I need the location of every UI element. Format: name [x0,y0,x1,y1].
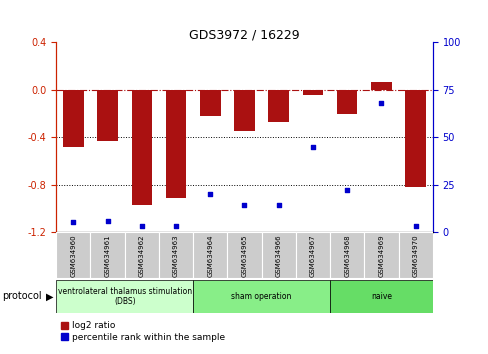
Bar [227,232,261,278]
Point [103,218,111,223]
Point [377,100,385,106]
Point [274,202,282,208]
Text: naive: naive [370,292,391,301]
Text: sham operation: sham operation [231,292,291,301]
Bar [200,90,220,116]
Bar [193,280,329,313]
Bar [329,232,364,278]
Bar [165,90,186,198]
Bar [398,232,432,278]
Point [69,219,77,225]
Legend: log2 ratio, percentile rank within the sample: log2 ratio, percentile rank within the s… [61,321,224,342]
Bar [234,90,254,131]
Bar [370,81,391,90]
Text: GSM634960: GSM634960 [70,234,76,277]
Point [411,223,419,229]
Text: GSM634964: GSM634964 [207,234,213,277]
Bar [295,232,329,278]
Text: GSM634969: GSM634969 [378,234,384,277]
Text: GSM634961: GSM634961 [104,234,110,277]
Bar [261,232,295,278]
Text: GSM634962: GSM634962 [139,234,144,277]
Point [308,144,316,149]
Bar [159,232,193,278]
Bar [193,232,227,278]
Bar [56,232,90,278]
Point [206,191,214,197]
Bar [90,232,124,278]
Bar [97,90,118,141]
Bar [364,232,398,278]
Point [343,187,350,193]
Text: GSM634965: GSM634965 [241,234,247,277]
Title: GDS3972 / 16229: GDS3972 / 16229 [189,28,299,41]
Text: protocol: protocol [2,291,42,302]
Bar [131,90,152,205]
Bar [302,90,323,95]
Bar [268,90,288,122]
Text: ▶: ▶ [46,291,54,302]
Text: GSM634967: GSM634967 [309,234,315,277]
Bar [56,280,193,313]
Bar [405,90,425,187]
Bar [124,232,159,278]
Bar [336,90,357,114]
Text: GSM634966: GSM634966 [275,234,281,277]
Text: GSM634970: GSM634970 [412,234,418,277]
Bar [329,280,432,313]
Point [172,223,180,229]
Bar [63,90,83,147]
Text: GSM634968: GSM634968 [344,234,349,277]
Text: ventrolateral thalamus stimulation
(DBS): ventrolateral thalamus stimulation (DBS) [58,287,191,306]
Point [240,202,248,208]
Point [138,223,145,229]
Text: GSM634963: GSM634963 [173,234,179,277]
